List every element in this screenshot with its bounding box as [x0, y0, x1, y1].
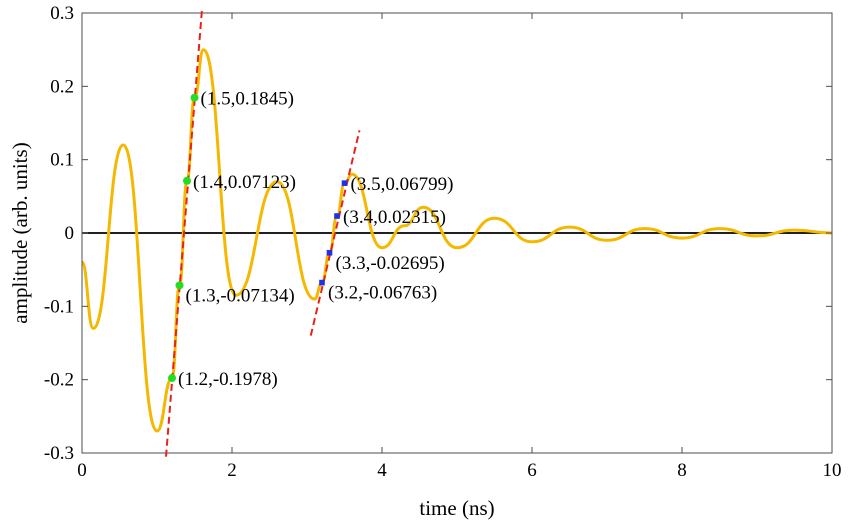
point-label: (1.2,-0.1978): [178, 369, 278, 390]
point-label: (1.4,0.07123): [193, 172, 296, 193]
y-axis-title: amplitude (arb. units): [8, 142, 32, 323]
point-label: (1.5,0.1845): [201, 89, 294, 110]
data-marker: [168, 374, 176, 383]
y-tick-label: 0.3: [50, 3, 74, 24]
data-marker: [341, 180, 348, 186]
y-tick-label: -0.2: [44, 370, 74, 391]
x-tick-label: 10: [823, 460, 842, 481]
fit-line-2: [309, 130, 361, 336]
x-tick-label: 8: [677, 460, 687, 481]
point-label: (3.2,-0.06763): [328, 283, 437, 304]
y-tick-label: 0.2: [50, 76, 74, 97]
point-label: (3.5,0.06799): [351, 174, 454, 195]
x-tick-label: 0: [77, 460, 87, 481]
x-axis-title: time (ns): [419, 496, 494, 520]
fit-line-1: [165, 9, 203, 457]
data-marker: [326, 249, 333, 256]
x-tick-label: 2: [227, 460, 237, 481]
data-marker: [334, 213, 340, 219]
data-marker: [190, 93, 199, 102]
x-tick-label: 4: [377, 460, 387, 481]
data-marker: [175, 281, 184, 290]
y-tick-label: 0.1: [50, 150, 74, 171]
y-tick-label: 0: [65, 223, 75, 244]
y-tick-label: -0.3: [44, 443, 74, 464]
x-tick-label: 6: [527, 460, 537, 481]
point-label: (1.3,-0.07134): [186, 285, 295, 306]
data-marker: [319, 279, 325, 286]
point-label: (3.3,-0.02695): [336, 253, 445, 274]
y-tick-label: -0.1: [44, 296, 74, 317]
point-label: (3.4,0.02315): [343, 207, 446, 228]
data-marker: [183, 176, 191, 185]
